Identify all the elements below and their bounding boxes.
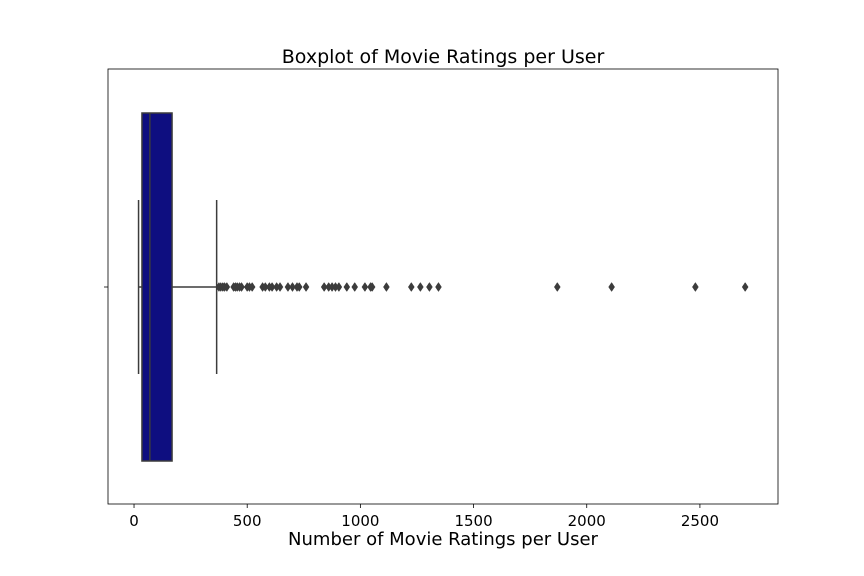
outlier-point: [295, 282, 303, 292]
x-axis-ticks: 0 500 1000 1500 2000 2500: [129, 504, 719, 530]
outlier-point: [276, 282, 284, 292]
x-tick-label: 500: [233, 512, 262, 530]
outlier-points: [215, 282, 749, 292]
outlier-point: [238, 282, 245, 292]
x-axis-label: Number of Movie Ratings per User: [288, 529, 598, 550]
chart-title: Boxplot of Movie Ratings per User: [282, 46, 605, 68]
outlier-point: [408, 282, 415, 292]
outlier-point: [426, 282, 433, 292]
outlier-point: [343, 282, 351, 292]
outlier-point: [368, 282, 376, 292]
plot-area: [107, 68, 779, 505]
outlier-point: [554, 282, 561, 292]
iqr-box: [141, 112, 173, 462]
outlier-point: [692, 282, 699, 292]
outlier-point: [351, 282, 359, 292]
outlier-point: [417, 282, 424, 292]
x-tick-label: 1000: [341, 512, 379, 530]
outlier-point: [741, 282, 749, 292]
outlier-point: [435, 282, 442, 292]
outlier-point: [289, 282, 296, 292]
outlier-point: [284, 282, 292, 292]
outlier-point: [248, 282, 256, 292]
outlier-point: [361, 282, 369, 292]
outlier-point: [335, 282, 343, 292]
outlier-point: [608, 282, 615, 292]
x-tick-label: 0: [129, 512, 139, 530]
outlier-point: [320, 282, 328, 292]
outlier-point: [268, 282, 276, 292]
x-tick-label: 1500: [454, 512, 492, 530]
outlier-point: [383, 282, 390, 292]
outlier-point: [302, 282, 310, 292]
box-group: [137, 112, 218, 462]
x-tick-label: 2000: [568, 512, 606, 530]
outlier-point: [223, 282, 231, 292]
x-tick-label: 2500: [681, 512, 719, 530]
